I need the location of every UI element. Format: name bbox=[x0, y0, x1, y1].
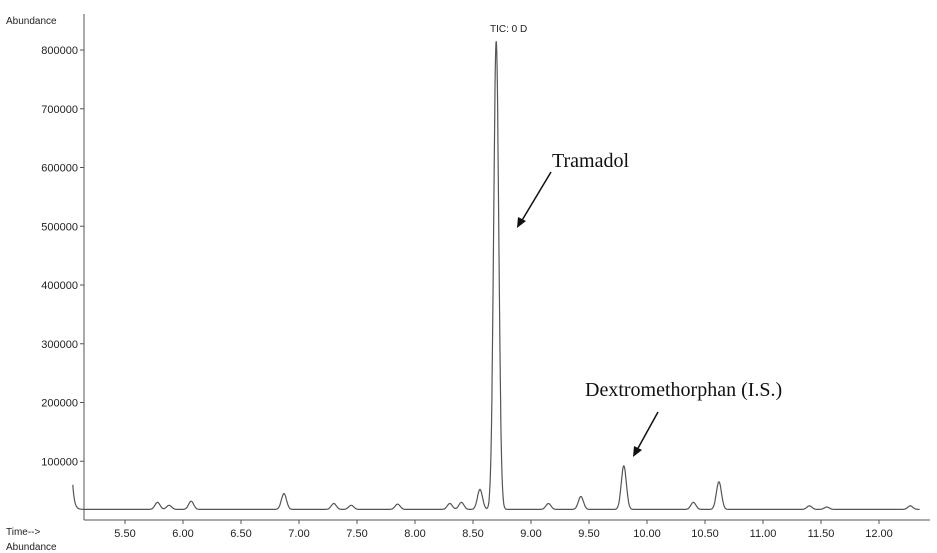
x-tick-label: 11.50 bbox=[808, 528, 835, 540]
x-tick-label: 8.50 bbox=[462, 528, 483, 540]
y-tick-label: 500000 bbox=[41, 221, 78, 233]
x-tick-label: 7.00 bbox=[288, 528, 309, 540]
x-tick-label: 7.50 bbox=[346, 528, 367, 540]
y-ticks: 100000 200000 300000 400000 500000 600000 7000… bbox=[41, 45, 84, 468]
x-tick-label: 9.00 bbox=[520, 528, 541, 540]
tic-trace bbox=[72, 41, 920, 510]
x-axis-title: Time--> bbox=[6, 527, 41, 538]
annotation-tramadol-label: Tramadol bbox=[552, 150, 629, 172]
annotation-dextromethorphan-label: Dextromethorphan (I.S.) bbox=[585, 379, 782, 401]
x-tick-label: 6.00 bbox=[172, 528, 193, 540]
annotation-dextromethorphan: Dextromethorphan (I.S.) bbox=[585, 379, 782, 457]
x-tick-label: 11.00 bbox=[750, 528, 777, 540]
annotation-tramadol: Tramadol bbox=[517, 150, 629, 228]
annotation-tramadol-arrowhead bbox=[517, 217, 526, 228]
x-tick-label: 5.50 bbox=[114, 528, 135, 540]
annotation-dextromethorphan-arrowhead bbox=[633, 446, 642, 457]
x-tick-label: 12.00 bbox=[865, 528, 893, 540]
y-tick-label: 200000 bbox=[41, 398, 78, 410]
chart-title: TIC: 0 D bbox=[490, 24, 527, 35]
x-tick-label: 6.50 bbox=[230, 528, 251, 540]
y-tick-label: 800000 bbox=[41, 45, 78, 57]
annotation-dextromethorphan-arrow-shaft bbox=[636, 411, 659, 451]
annotation-tramadol-arrow-shaft bbox=[520, 171, 552, 223]
y-tick-label: 600000 bbox=[41, 163, 78, 175]
y-axis-title: Abundance bbox=[6, 16, 57, 27]
y-tick-label: 700000 bbox=[41, 104, 78, 116]
x-tick-label: 9.50 bbox=[578, 528, 599, 540]
y-tick-label: 400000 bbox=[41, 280, 78, 292]
x-tick-label: 10.50 bbox=[691, 528, 719, 540]
x-ticks: 5.50 6.00 6.50 7.00 7.50 8.00 8.50 9.00 9.50 10.0… bbox=[114, 520, 893, 540]
y-tick-label: 100000 bbox=[41, 456, 78, 468]
x-tick-label: 10.00 bbox=[633, 528, 661, 540]
y-tick-label: 300000 bbox=[41, 339, 78, 351]
bottom-abundance-label: Abundance bbox=[6, 542, 57, 553]
x-tick-label: 8.00 bbox=[404, 528, 425, 540]
